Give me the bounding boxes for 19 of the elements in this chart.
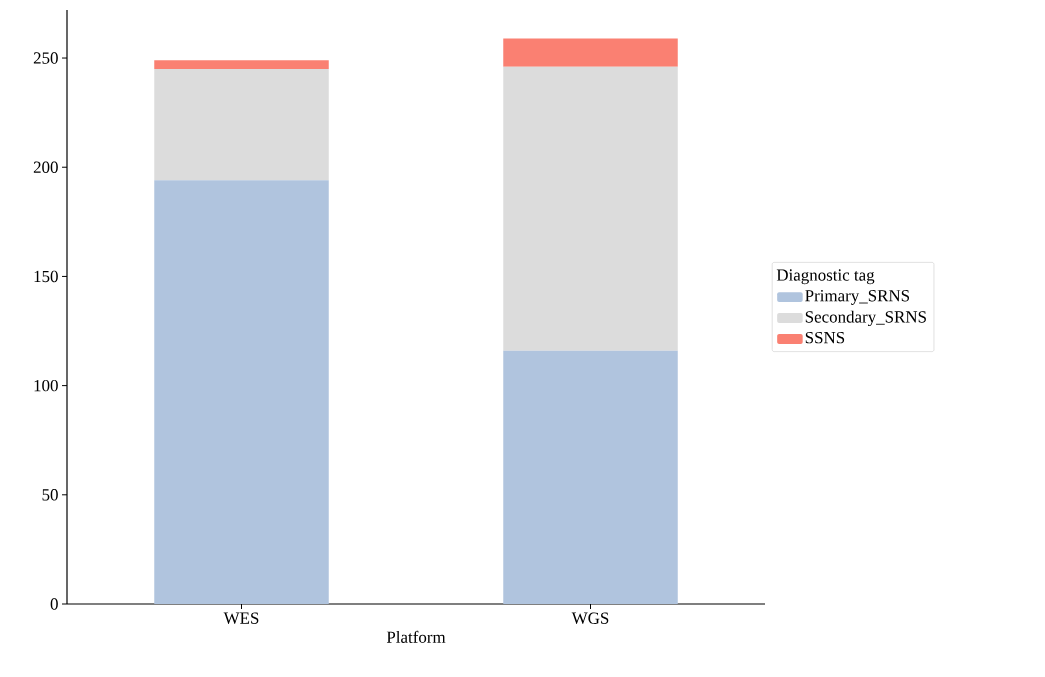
bar [154, 60, 329, 69]
y-tick-label: 200 [33, 161, 58, 173]
x-axis-title: Platform [386, 630, 446, 643]
y-tick-label: 100 [34, 379, 58, 392]
y-tick-label: 0 [50, 598, 58, 610]
bar [503, 66, 678, 351]
y-tick-label: 250 [33, 52, 58, 64]
bar [503, 38, 678, 67]
bar [503, 350, 678, 604]
legend-label: Primary_SRNS [805, 290, 910, 305]
bar [154, 180, 329, 604]
bar [154, 68, 329, 181]
y-tick-label: 150 [34, 270, 58, 283]
legend-label: Secondary_SRNS [805, 310, 926, 327]
legend-title: Diagnostic tag [776, 269, 875, 285]
x-tick-label: WES [223, 612, 259, 624]
y-tick-label: 50 [42, 489, 58, 501]
legend-label: SSNS [805, 331, 845, 344]
x-tick-label: WGS [571, 612, 609, 624]
